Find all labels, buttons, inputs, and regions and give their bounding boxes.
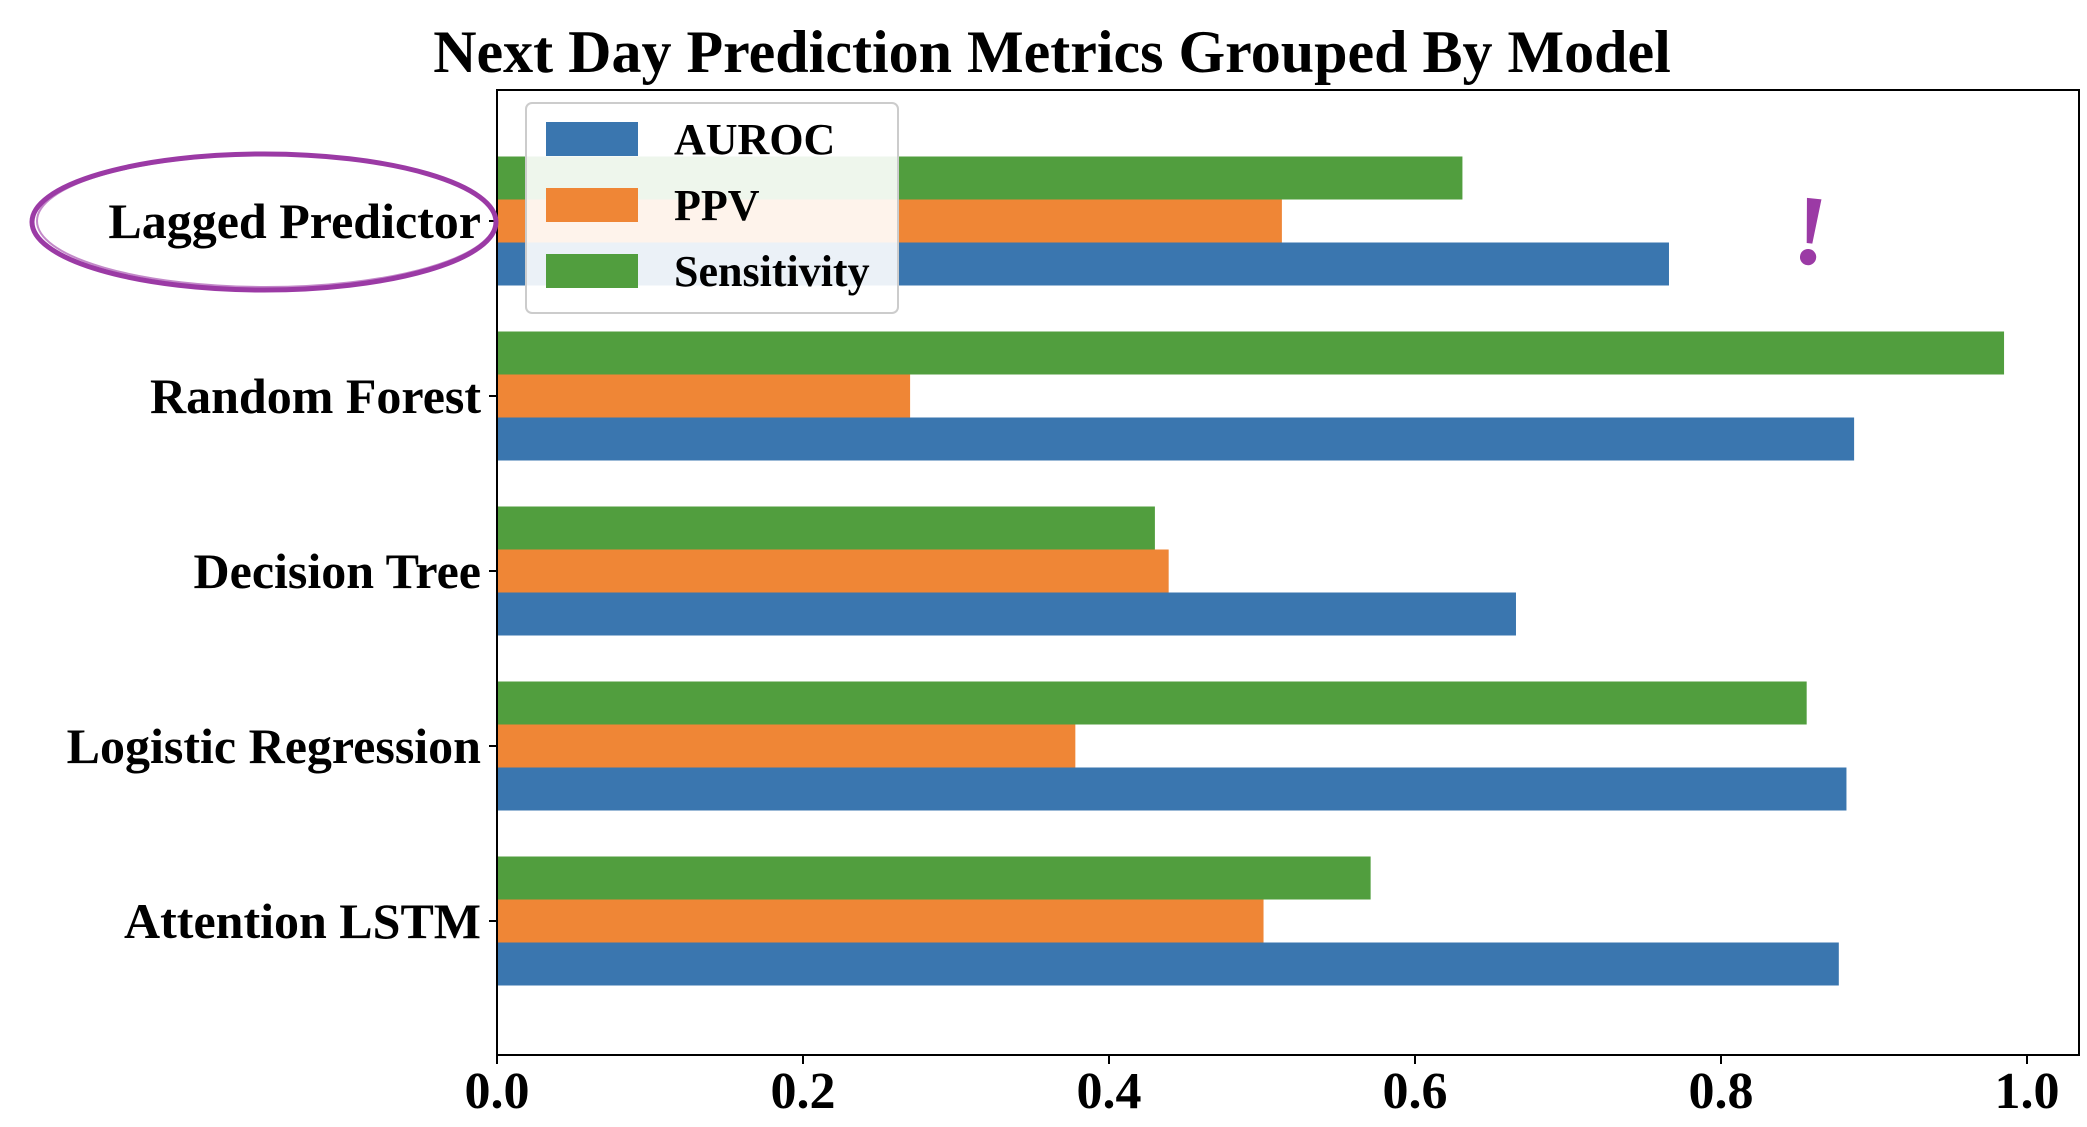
legend-swatch-auroc [546,122,638,156]
bars-layer [497,156,2005,986]
bar-sensitivity-4 [497,681,1807,725]
y-tick-label: Random Forest [150,368,481,424]
y-tick-label: Lagged Predictor [108,193,481,249]
legend-swatch-ppv [546,188,638,222]
bar-auroc-3 [497,592,1516,636]
exclamation-mark: ! [1789,174,1834,288]
x-axis: 0.0 0.2 0.4 0.6 0.8 1.0 [465,1055,2060,1120]
x-tick-label: 0.8 [1689,1063,1754,1120]
bar-auroc-4 [497,767,1847,811]
highlight-ellipse-stroke [36,154,496,288]
legend-label-sensitivity: Sensitivity [674,247,870,296]
bar-auroc-5 [497,942,1839,986]
bar-auroc-2 [497,417,1855,461]
legend-swatch-sensitivity [546,254,638,288]
bar-ppv-5 [497,899,1264,943]
x-tick-label: 0.4 [1077,1063,1142,1120]
x-tick-label: 1.0 [1995,1063,2060,1120]
x-tick-label: 0.2 [771,1063,836,1120]
legend-label-ppv: PPV [674,181,760,230]
bar-ppv-3 [497,549,1169,593]
bar-ppv-4 [497,724,1076,768]
y-tick-label: Attention LSTM [124,893,481,949]
x-tick-label: 0.0 [465,1063,530,1120]
bar-sensitivity-5 [497,856,1371,900]
y-tick-label: Decision Tree [194,543,481,599]
highlight-ellipse [29,151,499,293]
bar-ppv-2 [497,374,911,418]
legend: AUROC PPV Sensitivity [525,102,899,314]
bar-sensitivity-2 [497,331,2005,375]
x-tick-label: 0.6 [1383,1063,1448,1120]
legend-label-auroc: AUROC [674,115,835,164]
plot-frame [496,89,2080,1056]
y-axis: Lagged Predictor Random Forest Decision Tr… [67,193,497,949]
bar-sensitivity-3 [497,506,1155,550]
y-tick-label: Logistic Regression [67,718,482,774]
chart-title: Next Day Prediction Metrics Grouped By M… [433,19,1671,85]
